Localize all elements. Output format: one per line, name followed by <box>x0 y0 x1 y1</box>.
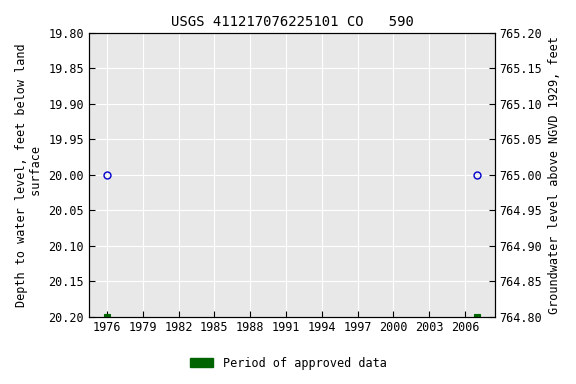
Title: USGS 411217076225101 CO   590: USGS 411217076225101 CO 590 <box>170 15 414 29</box>
Legend: Period of approved data: Period of approved data <box>185 352 391 374</box>
Y-axis label: Groundwater level above NGVD 1929, feet: Groundwater level above NGVD 1929, feet <box>548 36 561 314</box>
Y-axis label: Depth to water level, feet below land
 surface: Depth to water level, feet below land su… <box>15 43 43 306</box>
